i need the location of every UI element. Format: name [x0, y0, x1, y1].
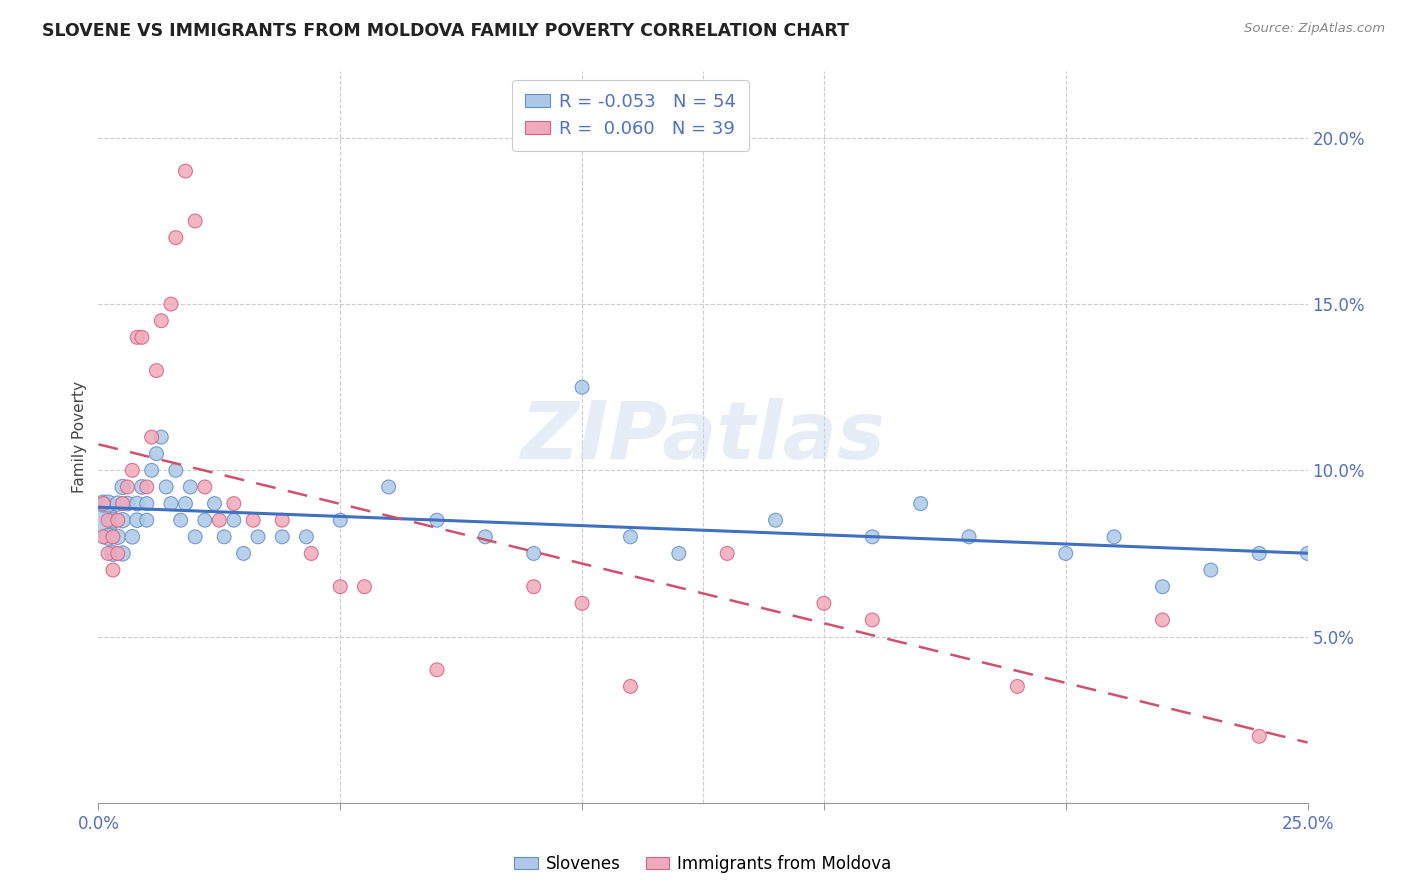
Point [169, 513, 191, 527]
Point [1102, 530, 1125, 544]
Point [174, 164, 197, 178]
Point [194, 480, 217, 494]
Point [571, 380, 593, 394]
Point [765, 513, 787, 527]
Point [299, 546, 322, 560]
Legend: R = -0.053   N = 54, R =  0.060   N = 39: R = -0.053 N = 54, R = 0.060 N = 39 [512, 80, 749, 151]
Point [97, 513, 120, 527]
Point [247, 530, 270, 544]
Point [131, 480, 153, 494]
Point [127, 497, 149, 511]
Point [222, 513, 245, 527]
Point [212, 530, 235, 544]
Point [1152, 580, 1174, 594]
Point [716, 546, 738, 560]
Point [121, 530, 143, 544]
Text: SLOVENE VS IMMIGRANTS FROM MOLDOVA FAMILY POVERTY CORRELATION CHART: SLOVENE VS IMMIGRANTS FROM MOLDOVA FAMIL… [42, 22, 849, 40]
Point [150, 430, 173, 444]
Point [860, 530, 883, 544]
Point [184, 214, 207, 228]
Point [141, 463, 163, 477]
Point [1249, 546, 1271, 560]
Point [101, 530, 124, 544]
Point [97, 497, 120, 511]
Point [668, 546, 690, 560]
Point [957, 530, 980, 544]
Point [111, 513, 134, 527]
Point [295, 530, 318, 544]
Point [860, 613, 883, 627]
Text: Source: ZipAtlas.com: Source: ZipAtlas.com [1244, 22, 1385, 36]
Point [117, 480, 139, 494]
Point [111, 480, 134, 494]
Point [91, 497, 114, 511]
Point [329, 580, 352, 594]
Point [91, 513, 114, 527]
Point [150, 314, 173, 328]
Point [523, 546, 546, 560]
Point [813, 596, 835, 610]
Point [160, 297, 183, 311]
Y-axis label: Family Poverty: Family Poverty [72, 381, 87, 493]
Point [135, 480, 157, 494]
Point [135, 497, 157, 511]
Point [131, 330, 153, 344]
Point [353, 580, 375, 594]
Point [1152, 613, 1174, 627]
Point [127, 330, 149, 344]
Point [271, 530, 294, 544]
Point [619, 530, 641, 544]
Point [426, 663, 449, 677]
Point [121, 463, 143, 477]
Point [160, 497, 183, 511]
Point [1054, 546, 1077, 560]
Point [135, 513, 157, 527]
Point [523, 580, 546, 594]
Point [426, 513, 449, 527]
Point [204, 497, 226, 511]
Point [97, 546, 120, 560]
Point [107, 497, 129, 511]
Point [91, 530, 114, 544]
Point [184, 530, 207, 544]
Point [271, 513, 294, 527]
Point [101, 546, 124, 560]
Point [222, 497, 245, 511]
Point [208, 513, 231, 527]
Point [145, 363, 167, 377]
Point [232, 546, 254, 560]
Point [165, 230, 187, 244]
Point [1249, 729, 1271, 743]
Point [174, 497, 197, 511]
Point [91, 497, 114, 511]
Point [101, 563, 124, 577]
Point [141, 430, 163, 444]
Point [1199, 563, 1222, 577]
Point [571, 596, 593, 610]
Text: ZIPatlas: ZIPatlas [520, 398, 886, 476]
Point [165, 463, 187, 477]
Point [194, 513, 217, 527]
Point [1296, 546, 1319, 560]
Point [155, 480, 177, 494]
Point [474, 530, 496, 544]
Point [127, 513, 149, 527]
Point [242, 513, 264, 527]
Point [1007, 680, 1029, 694]
Point [111, 546, 134, 560]
Point [179, 480, 201, 494]
Point [329, 513, 352, 527]
Legend: Slovenes, Immigrants from Moldova: Slovenes, Immigrants from Moldova [508, 848, 898, 880]
Point [145, 447, 167, 461]
Point [619, 680, 641, 694]
Point [107, 546, 129, 560]
Point [111, 497, 134, 511]
Point [107, 530, 129, 544]
Point [377, 480, 399, 494]
Point [101, 513, 124, 527]
Point [117, 497, 139, 511]
Point [97, 530, 120, 544]
Point [107, 513, 129, 527]
Point [910, 497, 932, 511]
